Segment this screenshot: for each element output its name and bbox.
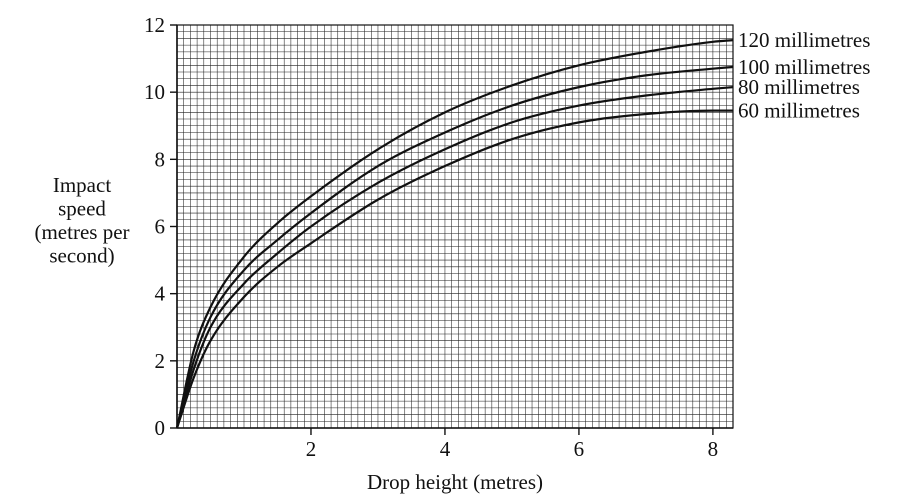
y-tick-label: 4 <box>155 282 166 306</box>
x-tick-label: 8 <box>708 437 719 461</box>
series-label: 100 millimetres <box>738 55 870 79</box>
x-tick-label: 4 <box>440 437 451 461</box>
x-tick-label: 6 <box>574 437 585 461</box>
series-label: 120 millimetres <box>738 28 870 52</box>
y-tick-label: 10 <box>144 80 165 104</box>
grid <box>176 24 734 429</box>
labels: Drop height (metres) Impact speed (metres … <box>34 173 543 494</box>
x-axis-label: Drop height (metres) <box>367 470 543 494</box>
y-axis-label-line: second) <box>49 244 114 268</box>
y-axis-label: Impact speed (metres per second) <box>34 173 129 268</box>
series-line <box>175 109 733 429</box>
y-tick-label: 2 <box>155 349 166 373</box>
y-tick-label: 8 <box>155 147 166 171</box>
y-axis-label-line: (metres per <box>34 220 129 244</box>
axes: 0 2 4 6 8 10 12 2 4 6 8 <box>144 13 733 461</box>
y-axis-label-line: speed <box>58 197 106 221</box>
series-line <box>175 39 734 429</box>
y-axis-label-line: Impact <box>53 173 111 197</box>
y-tick-label: 12 <box>144 13 165 37</box>
y-tick-label: 6 <box>155 215 166 239</box>
series-label: 80 millimetres <box>738 75 860 99</box>
series-line <box>175 86 734 429</box>
x-tick-label: 2 <box>306 437 317 461</box>
series-label: 60 millimetres <box>738 99 860 123</box>
series-line <box>175 65 734 429</box>
y-tick-label: 0 <box>155 416 166 440</box>
